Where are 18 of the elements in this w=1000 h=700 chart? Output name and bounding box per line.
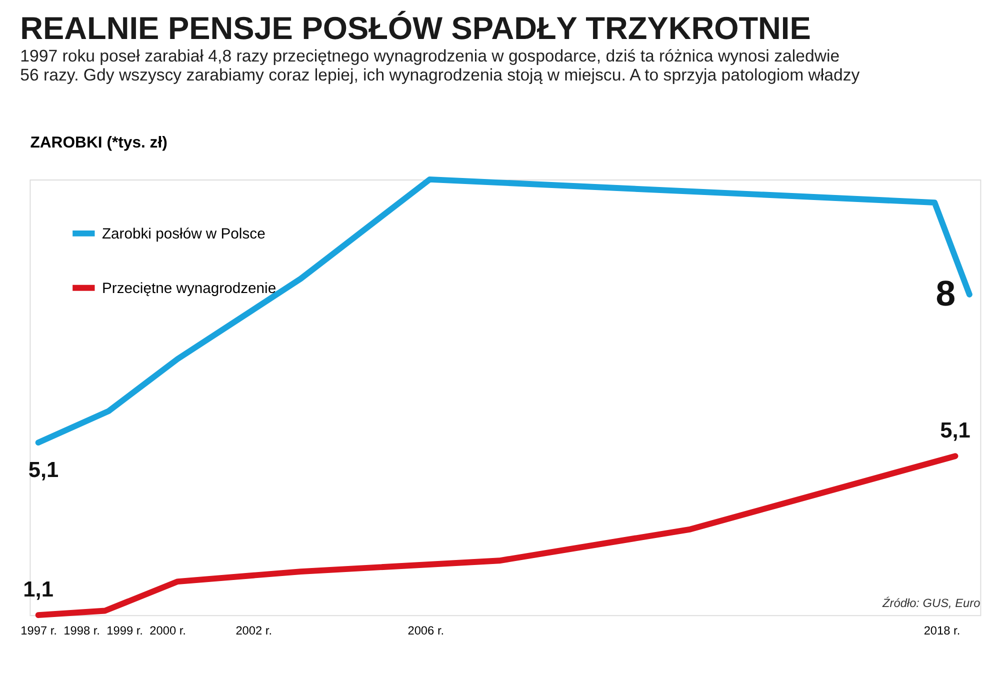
annotation: 8: [936, 273, 956, 314]
y-axis-title: ZAROBKI (*tys. zł): [30, 134, 168, 152]
x-tick-label: 2002 r.: [236, 623, 272, 638]
x-tick-label: 2018 r.: [924, 623, 960, 638]
annotation: 1,1: [23, 576, 54, 602]
x-tick-label: 1998 r.: [64, 623, 100, 638]
text: 56 razy. Gdy wszyscy zarabiamy coraz lepiej, ich wynagrodzenia stoją w miejscu. A to sprzyja patologiom władzy: [20, 65, 860, 84]
chart-title: REALNIE PENSJE POSŁÓW SPADŁY TRZYKROTNIE: [20, 10, 811, 46]
x-tick-label: 1999 r.: [106, 623, 143, 638]
legend-label: Zarobki posłów w Polsce: [102, 226, 266, 242]
annotation: 5,1: [28, 457, 59, 482]
annotation: 5,1: [940, 417, 970, 442]
x-tick-label: 2000 r.: [150, 623, 186, 638]
text: 1997 roku poseł zarabiał 4,8 razy przeciętnego wynagrodzenia w gospodarce, dziś ta różnica wynosi zaledwie: [20, 46, 840, 66]
x-tick-label: 1997 r.: [20, 623, 57, 638]
legend-label: Przeciętne wynagrodzenie: [102, 280, 276, 297]
annotation: Źródło: GUS, Euro: [882, 596, 981, 610]
x-tick-label: 2006 r.: [408, 623, 444, 638]
